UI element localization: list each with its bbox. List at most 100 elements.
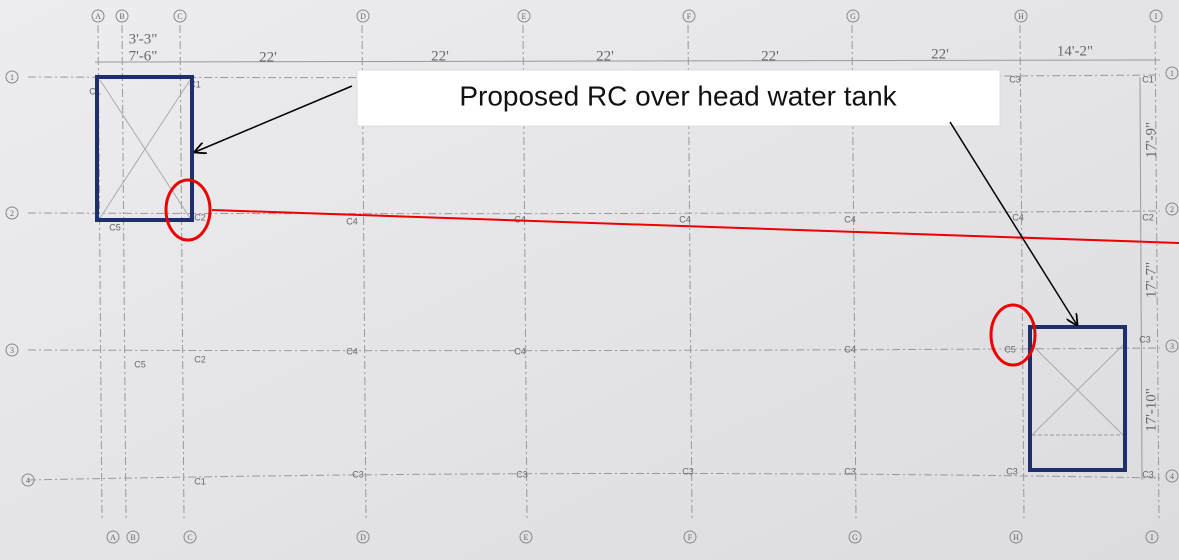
callout-box	[356, 69, 1001, 127]
grid-bubble	[91, 9, 105, 23]
grid-label: 1	[1170, 69, 1174, 78]
column-label: C2	[1142, 212, 1154, 222]
grid-line	[27, 472, 1161, 481]
grid-label: F	[687, 12, 692, 21]
grid-bubble	[1145, 530, 1159, 544]
column-label: C3	[1142, 469, 1154, 479]
arrow	[195, 85, 353, 152]
highlight-circle	[989, 303, 1037, 367]
column-label: C1	[194, 476, 206, 486]
grid-label: I	[1151, 533, 1154, 542]
grid-line	[179, 24, 185, 521]
grid-label: D	[360, 533, 366, 542]
column-label: C3	[1139, 334, 1151, 344]
grid-label: 4	[26, 476, 30, 485]
grid-label: A	[110, 533, 116, 542]
column-label: C2	[194, 212, 206, 222]
grid-bubble	[1165, 202, 1179, 216]
highlight-circle	[164, 178, 212, 242]
grid-label: G	[852, 533, 858, 542]
grid-bubble	[5, 343, 19, 357]
column-label: C3	[844, 466, 856, 476]
dimension: 22'	[431, 48, 449, 64]
column-label: C4	[844, 214, 856, 224]
grid-label: I	[1155, 12, 1158, 21]
grid-label: H	[1013, 533, 1019, 542]
column-label: C4	[346, 346, 358, 356]
column-label: C4	[346, 216, 358, 226]
grid-bubble	[126, 530, 140, 544]
grid-bubble	[846, 9, 860, 23]
column-label: C1	[189, 79, 201, 89]
grid-label: A	[95, 12, 101, 21]
grid-bubble	[356, 9, 370, 23]
grid-line	[121, 24, 127, 521]
dimension: 7'-6"	[129, 48, 158, 64]
dimension: 3'-3"	[129, 31, 158, 47]
grid-bubble	[115, 9, 129, 23]
grid-bubble	[683, 530, 697, 544]
grid-bubble	[1165, 469, 1179, 483]
red-line	[211, 209, 1179, 244]
dimension: 14'-2"	[1057, 43, 1093, 59]
grid-bubble	[106, 530, 120, 544]
grid-label: G	[850, 12, 856, 21]
grid-label: D	[360, 12, 366, 21]
grid-bubble	[5, 206, 19, 220]
column-label: C3	[682, 466, 694, 476]
column-label: C1	[1142, 74, 1154, 84]
column-label: C3	[1009, 74, 1021, 84]
column-label: C3	[516, 469, 528, 479]
grid-line	[1154, 24, 1160, 521]
column-label: C3	[352, 469, 364, 479]
grid-line	[1019, 24, 1025, 521]
grid-bubble	[682, 9, 696, 23]
labels: A B C D E F G H I A B C D E F G H I 1 2 3 4 1 2 3 4 3'-3"7'-6" 22' 2…	[5, 9, 1179, 544]
column-label: C4	[514, 214, 526, 224]
grid-label: 2	[10, 209, 14, 218]
grid-label: E	[522, 12, 527, 21]
dimension: 22'	[596, 48, 614, 64]
grid-line	[27, 210, 1161, 215]
column-label: C5	[1004, 344, 1016, 354]
grid-bubble	[183, 530, 197, 544]
grid-bubble	[1165, 339, 1179, 353]
column-label: C3	[1006, 466, 1018, 476]
grid-bubble	[848, 530, 862, 544]
grid-label: F	[688, 533, 693, 542]
dimension: 22'	[931, 46, 949, 62]
grid-label: B	[130, 533, 135, 542]
dimension: 17'-10"	[1143, 388, 1159, 432]
column-label: C5	[109, 222, 121, 232]
grid-label: B	[119, 12, 124, 21]
dim-line	[1139, 76, 1143, 481]
column-label: C4	[514, 346, 526, 356]
dimension: 17'-7"	[1143, 262, 1159, 298]
grid-label: 2	[1170, 205, 1174, 214]
grid-label: H	[1018, 12, 1024, 21]
grid-bubble	[21, 473, 35, 487]
grid-label: C	[187, 533, 192, 542]
column-label: C5	[134, 359, 146, 369]
grid-bubble	[5, 70, 19, 84]
grid-label: 4	[1170, 472, 1174, 481]
callout-text: Proposed RC over head water tank	[459, 80, 897, 111]
column-label: C2	[194, 354, 206, 364]
grid-bubble	[1165, 66, 1179, 80]
grid-bubble	[173, 9, 187, 23]
grid-bubble	[1014, 9, 1028, 23]
grid-bubble	[1149, 9, 1163, 23]
dimension: 17'-9"	[1143, 122, 1159, 158]
grid-label: 1	[10, 73, 14, 82]
dimension: 22'	[259, 49, 277, 65]
arrow	[949, 121, 1077, 325]
grid-bubble	[519, 530, 533, 544]
dim-line	[94, 59, 1161, 63]
grid-bubble	[1009, 530, 1023, 544]
grid-bubble	[517, 9, 531, 23]
grid-label: C	[177, 12, 182, 21]
column-label: C4	[1012, 212, 1024, 222]
grid-label: 3	[10, 346, 14, 355]
column-label: C4	[679, 214, 691, 224]
